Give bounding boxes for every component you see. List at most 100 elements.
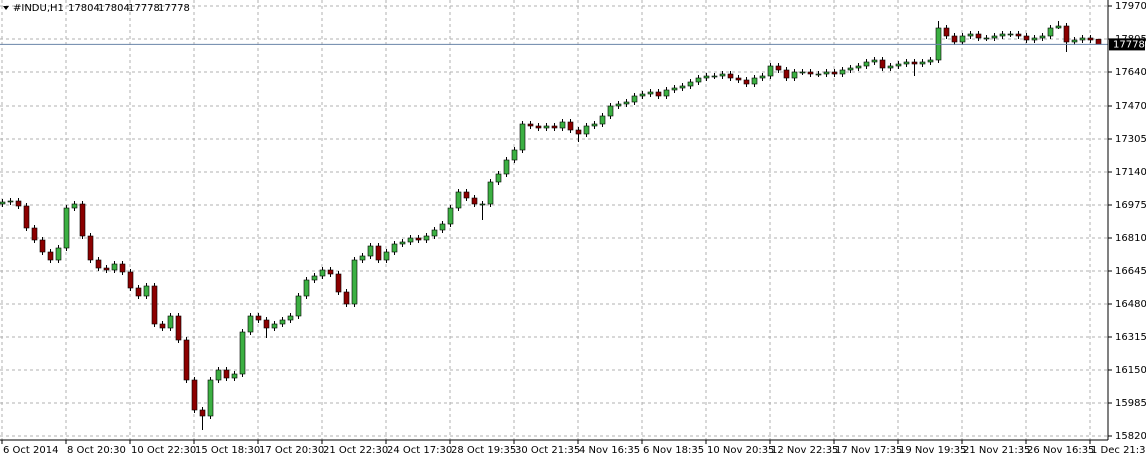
candle-body (991, 35, 998, 39)
x-tick-label: 30 Oct 21:35 (515, 445, 580, 456)
candle-body (775, 65, 782, 71)
candle-body (839, 69, 846, 75)
candle-body (47, 251, 54, 261)
x-tick-label: 4 Nov 16:35 (579, 445, 640, 456)
candle-body (815, 73, 822, 76)
y-tick-label: 16150 (1115, 365, 1146, 376)
candle-body (623, 101, 630, 105)
candle-body (719, 73, 726, 77)
candle-body (1063, 25, 1070, 43)
candle-body (919, 61, 926, 65)
candle-body (135, 287, 142, 297)
candle-body (559, 121, 566, 129)
candle-body (327, 269, 334, 275)
candle-body (127, 271, 134, 289)
candle-body (951, 35, 958, 43)
candle-body (407, 237, 414, 243)
x-tick-label: 19 Nov 19:35 (899, 445, 966, 456)
header: #INDU,H1 17804 17804 17778 17778 (3, 3, 190, 14)
candle-body (1031, 37, 1038, 41)
info-high: 17804 (98, 3, 130, 14)
candle-body (175, 315, 182, 341)
candle-body (967, 33, 974, 37)
x-tick-label: 24 Oct 17:30 (387, 445, 452, 456)
candle-body (663, 89, 670, 97)
y-tick-label: 16810 (1115, 233, 1146, 244)
candle-body (255, 315, 262, 321)
candle-body (55, 247, 62, 261)
candle-body (551, 125, 558, 129)
y-tick-label: 17305 (1115, 134, 1146, 145)
candle-body (615, 103, 622, 107)
candle-body (535, 125, 542, 129)
candle-body (199, 409, 206, 417)
candle-body (727, 73, 734, 79)
y-tick-label: 15820 (1115, 431, 1146, 442)
candle-body (479, 203, 486, 206)
y-tick-label: 16315 (1115, 332, 1146, 343)
candle-body (999, 33, 1006, 37)
candle-body (879, 59, 886, 69)
candle-body (167, 315, 174, 329)
x-tick-label: 8 Oct 20:30 (67, 445, 126, 456)
candle-body (1007, 33, 1014, 36)
candle-body (799, 71, 806, 74)
candle-body (207, 379, 214, 417)
candle-body (455, 191, 462, 209)
candle-body (439, 223, 446, 231)
x-tick-label: 21 Oct 22:30 (323, 445, 388, 456)
candle-body (247, 315, 254, 333)
candle-body (591, 123, 598, 127)
candle-body (759, 75, 766, 79)
price-label-box (1109, 38, 1145, 51)
candle-body (871, 59, 878, 63)
candle-body (1071, 39, 1078, 43)
y-tick-label: 17140 (1115, 167, 1146, 178)
candle-body (151, 285, 158, 325)
candle-body (1087, 37, 1094, 41)
y-tick-label: 16645 (1115, 266, 1146, 277)
candle-body (423, 235, 430, 241)
candle-body (743, 79, 750, 85)
x-tick-label: 10 Nov 20:35 (707, 445, 774, 456)
candle-body (983, 37, 990, 40)
x-tick-label: 10 Oct 22:30 (131, 445, 196, 456)
candle-body (143, 285, 150, 297)
candle-body (111, 263, 118, 271)
candle-body (495, 173, 502, 183)
candle-body (959, 35, 966, 43)
candle-body (503, 159, 510, 175)
candle-body (0, 201, 6, 205)
candle-body (519, 123, 526, 151)
candle-body (71, 203, 78, 209)
x-tick-label: 12 Nov 22:35 (771, 445, 838, 456)
candle-body (231, 373, 238, 379)
candle-body (847, 67, 854, 71)
candle-body (631, 95, 638, 103)
candle-body (855, 65, 862, 69)
candle-body (463, 191, 470, 199)
candle-body (15, 200, 22, 207)
y-tick-label: 17470 (1115, 101, 1146, 112)
candle-body (279, 319, 286, 325)
candle-body (831, 71, 838, 75)
menu-arrow[interactable] (3, 6, 9, 10)
info-low: 17778 (128, 3, 160, 14)
candle-body (367, 245, 374, 257)
info-close: 17778 (158, 3, 190, 14)
candle-body (607, 105, 614, 117)
candle-body (655, 91, 662, 97)
candle-body (863, 61, 870, 67)
x-tick-label: 17 Oct 20:30 (259, 445, 324, 456)
candle-body (1095, 38, 1102, 45)
candle-body (351, 259, 358, 305)
candle-body (399, 241, 406, 245)
candle-body (927, 59, 934, 63)
candle-body (687, 81, 694, 87)
candle-body (575, 129, 582, 135)
candle-body (1039, 35, 1046, 39)
candle-body (31, 227, 38, 241)
y-tick-label: 17640 (1115, 67, 1146, 78)
candle-body (319, 269, 326, 277)
